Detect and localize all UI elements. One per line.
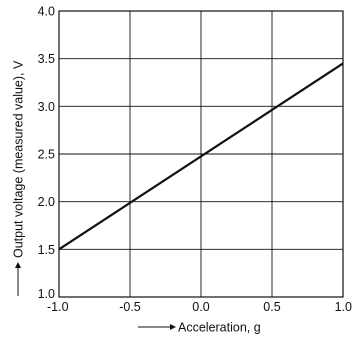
x-axis-title-group: Acceleration, g (138, 321, 261, 335)
x-tick-label: -0.5 (119, 300, 141, 314)
x-tick-label: -1.0 (47, 300, 69, 314)
y-tick-label: 2.0 (38, 195, 55, 209)
x-tick-label: 0.0 (192, 300, 209, 314)
y-tick-label: 1.5 (38, 243, 55, 257)
series-group (58, 62, 344, 251)
y-tick-labels: 1.0 1.5 2.0 2.5 3.0 3.5 4.0 (38, 5, 55, 302)
x-tick-labels: -1.0 -0.5 0.0 0.5 1.0 (47, 300, 352, 314)
y-axis-label: Output voltage (measured value), V (12, 60, 26, 258)
y-axis-arrowhead (15, 262, 21, 268)
y-tick-label: 3.5 (38, 52, 55, 66)
y-tick-label: 1.0 (38, 287, 55, 301)
y-axis-title-group: Output voltage (measured value), V (12, 60, 26, 296)
y-tick-label: 2.5 (38, 148, 55, 162)
y-tick-label: 3.0 (38, 100, 55, 114)
x-axis-arrowhead (170, 324, 176, 330)
x-axis-label: Acceleration, g (178, 321, 261, 335)
series-line (58, 62, 344, 251)
grid (59, 11, 343, 297)
y-tick-label: 4.0 (38, 5, 55, 19)
x-tick-label: 1.0 (335, 300, 352, 314)
plot-frame (58, 10, 344, 298)
x-tick-label: 0.5 (263, 300, 280, 314)
